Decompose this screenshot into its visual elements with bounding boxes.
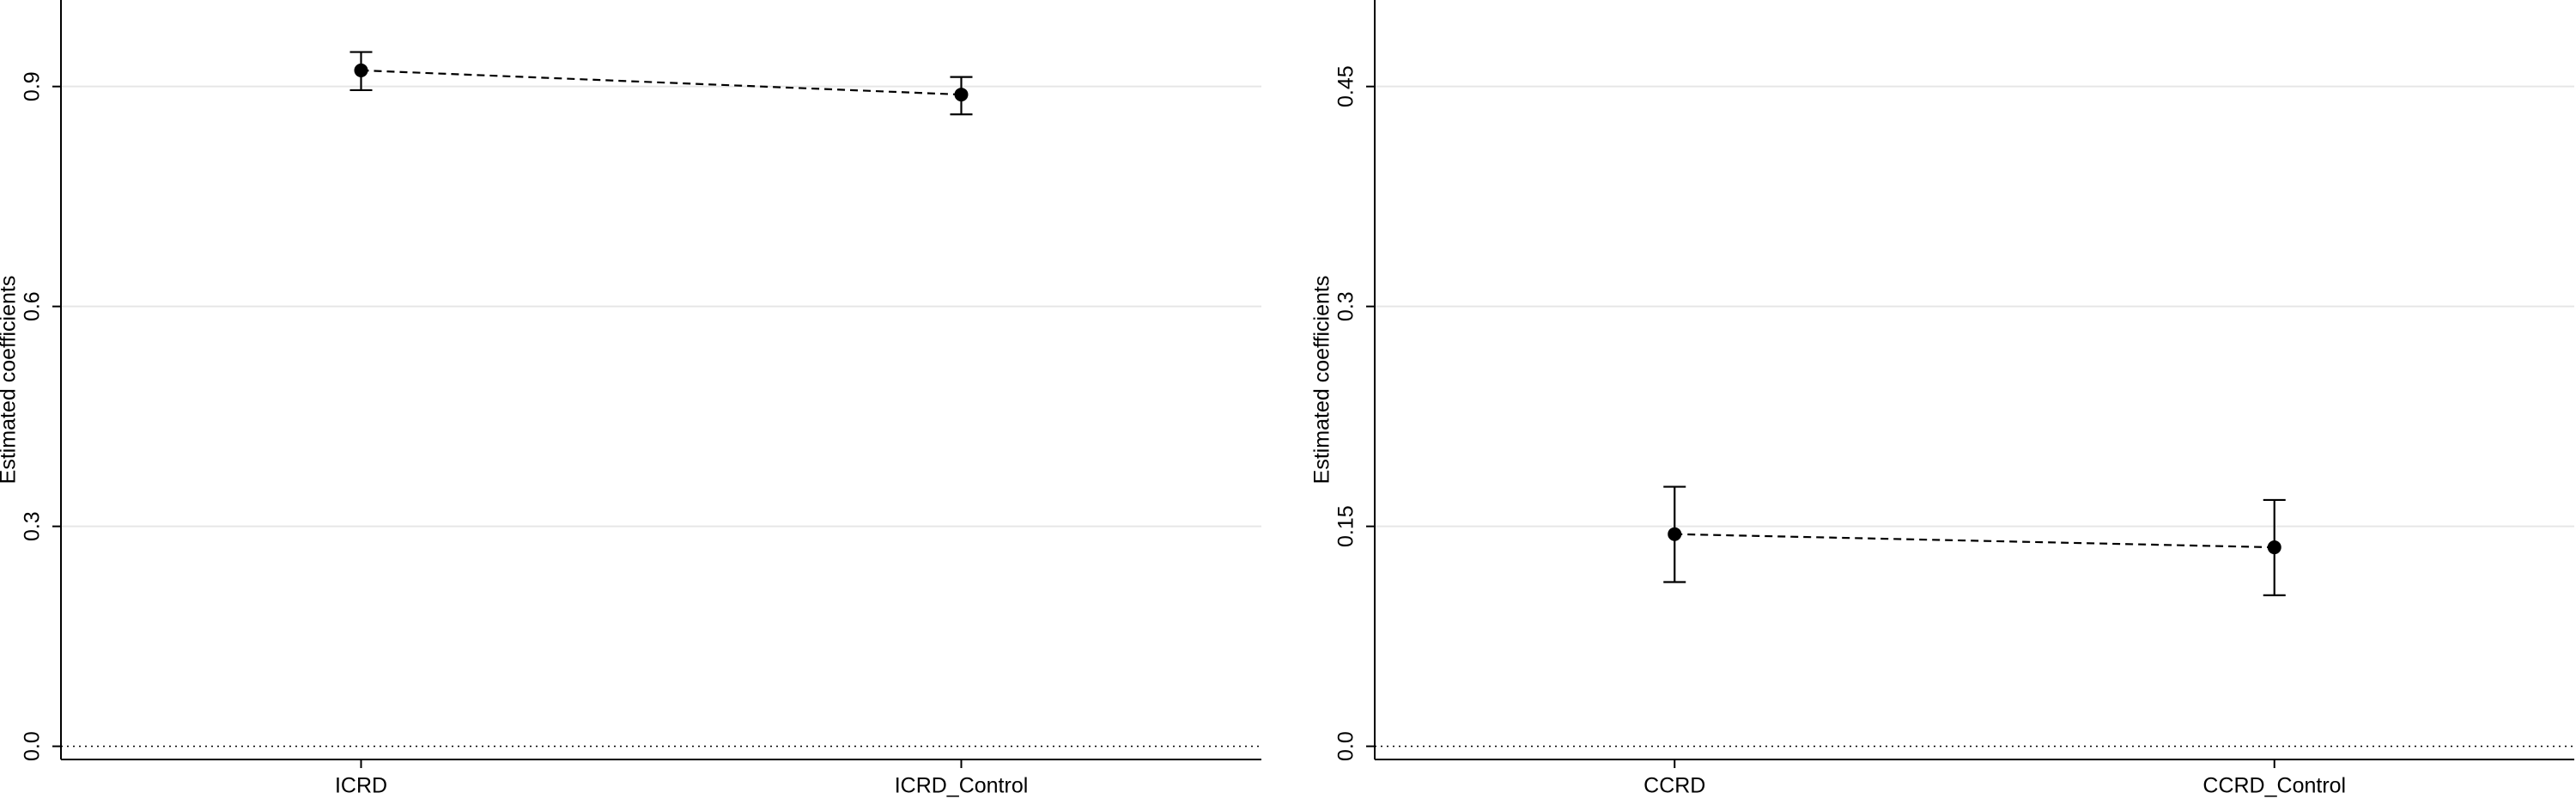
y-tick-label: 0.6	[21, 291, 45, 321]
chart-panel: 0.0 0.15 0.3 0.45 Estimated coefficients CCRD…	[1310, 0, 2574, 798]
point	[2267, 540, 2281, 555]
y-axis-label: Estimated coefficients	[1310, 276, 1334, 485]
y-tick-label: 0.0	[21, 731, 45, 761]
series-line	[361, 69, 962, 96]
x-tick-label: ICRD_Control	[895, 774, 1029, 798]
y-tick-label: 0.3	[21, 511, 45, 541]
y-tick-label: 0.3	[1334, 291, 1358, 321]
y-tick-label: 0.0	[1334, 731, 1358, 761]
y-axis-label: Estimated coefficients	[0, 276, 21, 485]
y-tick-label: 0.15	[1334, 505, 1358, 547]
point	[954, 88, 969, 102]
point	[354, 63, 368, 77]
series-line	[1674, 533, 2275, 549]
point	[1668, 527, 1682, 541]
x-tick-label: CCRD	[1643, 774, 1705, 798]
x-tick-label: CCRD_Control	[2202, 774, 2346, 798]
y-tick-label: 0.9	[21, 71, 45, 101]
y-tick-label: 0.45	[1334, 65, 1358, 107]
x-tick-label: ICRD	[335, 774, 387, 798]
chart-panel: 0.0 0.3 0.6 0.9 Estimated coefficients ICRD IC…	[0, 0, 1261, 798]
